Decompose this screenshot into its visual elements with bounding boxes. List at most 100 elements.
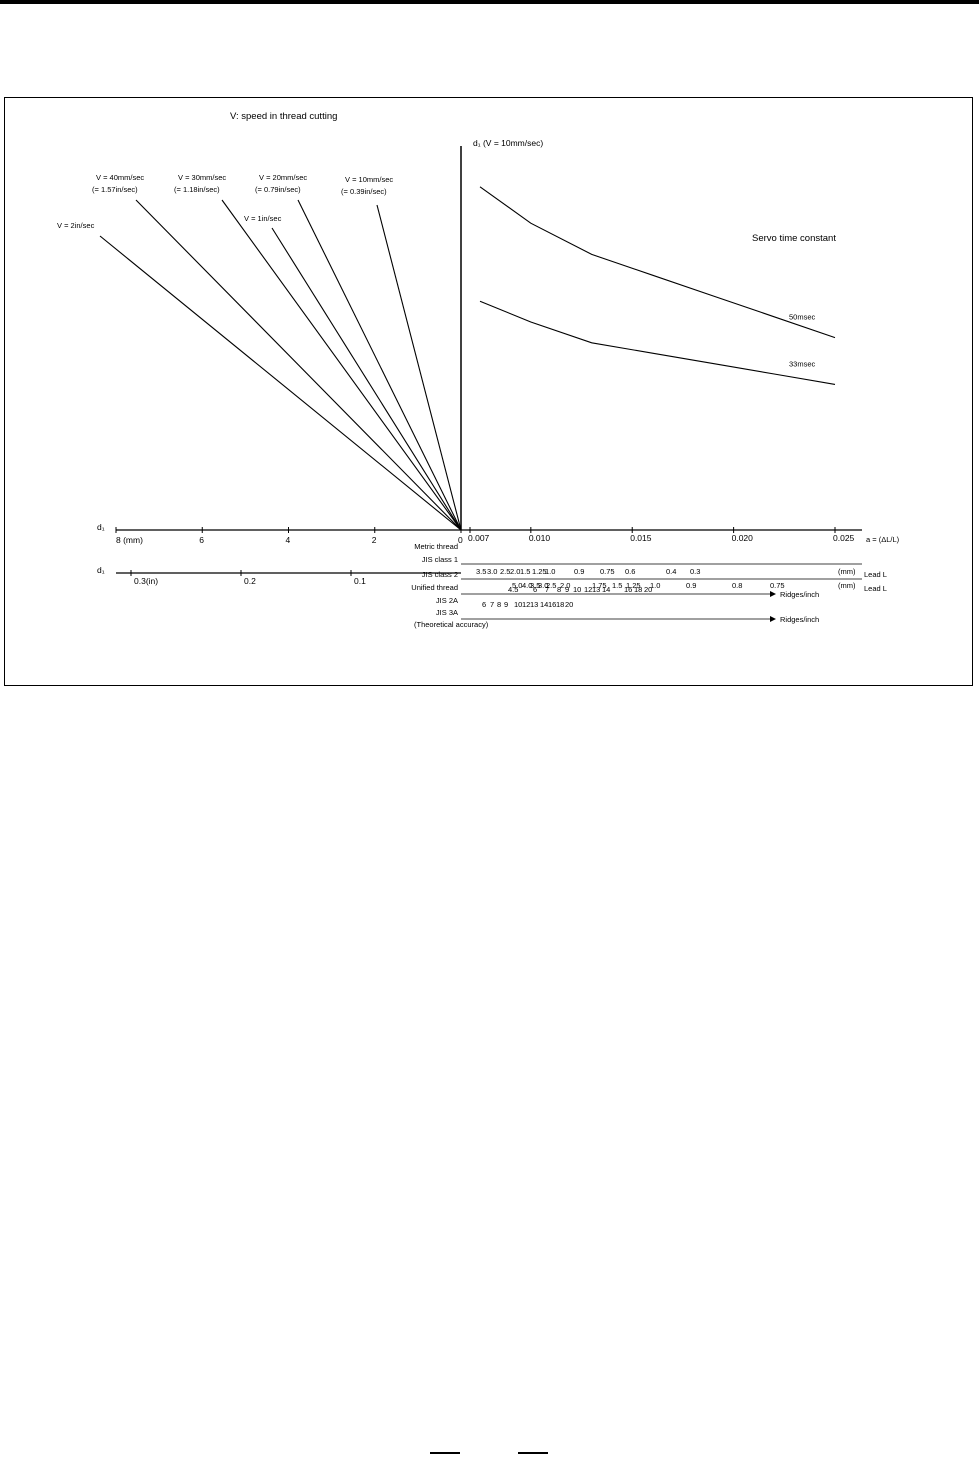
scale-label: 2.5 bbox=[546, 581, 556, 590]
in-tick-label: 0.2 bbox=[244, 576, 256, 586]
right-x-label: a = (ΔL/L) bbox=[866, 535, 900, 544]
scale-label: 1.75 bbox=[592, 581, 607, 590]
scale-label: 18 bbox=[556, 600, 564, 609]
footer-mark-left bbox=[430, 1452, 460, 1454]
servo-curve bbox=[479, 186, 836, 339]
scale-label: 10 bbox=[514, 600, 522, 609]
speed-line-label: (= 1.57in/sec) bbox=[92, 185, 138, 194]
scale-label: 3.0 bbox=[538, 581, 548, 590]
scale-name: JIS class 1 bbox=[422, 555, 458, 564]
in-axis-label: d₁ bbox=[97, 565, 105, 575]
speed-line-label: V = 20mm/sec bbox=[259, 173, 307, 182]
servo-curve-label: 33msec bbox=[789, 359, 816, 368]
scale-arrowhead bbox=[770, 616, 776, 622]
speed-line-label: V = 30mm/sec bbox=[178, 173, 226, 182]
scale-label: 13 bbox=[530, 600, 538, 609]
scale-label: 1.5 bbox=[520, 567, 530, 576]
speed-line-label: (= 0.79in/sec) bbox=[255, 185, 301, 194]
mm-axis-ticks: 8 (mm) 6 4 2 0 bbox=[115, 527, 463, 545]
speed-line-label: V = 10mm/sec bbox=[345, 175, 393, 184]
servo-curve-label: 50msec bbox=[789, 313, 816, 322]
mm-tick-label: 6 bbox=[199, 535, 204, 545]
speed-line bbox=[99, 235, 462, 531]
scale-name: JIS class 2 bbox=[422, 570, 458, 579]
scale-label: 20 bbox=[644, 585, 652, 594]
scale-label: 7 bbox=[545, 585, 549, 594]
scale-label: 7 bbox=[490, 600, 494, 609]
mm-tick-label: 2 bbox=[372, 535, 377, 545]
scale-label: 5.0 bbox=[512, 581, 522, 590]
servo-curves: 50msec 33msec bbox=[479, 186, 836, 385]
scale-name: Unified thread bbox=[411, 583, 458, 592]
scale-suffix: Ridges/inch bbox=[780, 615, 819, 624]
scale-label: 12 bbox=[522, 600, 530, 609]
scale-label: 6 bbox=[482, 600, 486, 609]
scale-label: 0.4 bbox=[666, 567, 676, 576]
speed-line bbox=[271, 227, 462, 531]
top-rule bbox=[0, 0, 979, 4]
x-tick-label: 0.025 bbox=[833, 533, 855, 543]
speed-line bbox=[376, 204, 462, 531]
scale-arrowhead bbox=[770, 591, 776, 597]
speed-line-label: (= 0.39in/sec) bbox=[341, 187, 387, 196]
x-tick-label: 0.007 bbox=[468, 533, 490, 543]
scale-label: 0.9 bbox=[574, 567, 584, 576]
scale-label: 2.0 bbox=[510, 567, 520, 576]
scale-label: 6 bbox=[533, 585, 537, 594]
scale-unit: (mm) bbox=[838, 567, 856, 576]
mm-tick-label: 0 bbox=[458, 535, 463, 545]
scale-label: 1.0 bbox=[650, 581, 660, 590]
scale-suffix: Ridges/inch bbox=[780, 590, 819, 599]
scale-name: (Theoretical accuracy) bbox=[414, 620, 489, 629]
scale-label: 13 bbox=[592, 585, 600, 594]
scale-label: 9 bbox=[504, 600, 508, 609]
scale-name: Metric thread bbox=[414, 542, 458, 551]
speed-line-label: V = 1in/sec bbox=[244, 214, 282, 223]
scale-name: JIS 2A bbox=[436, 596, 458, 605]
scale-label: 4.0 bbox=[522, 581, 532, 590]
scale-label: 9 bbox=[565, 585, 569, 594]
scale-label: 0.3 bbox=[690, 567, 700, 576]
scale-label: 18 bbox=[634, 585, 642, 594]
servo-title: Servo time constant bbox=[752, 233, 836, 244]
scale-label: 4.5 bbox=[508, 585, 518, 594]
scale-label: 14 bbox=[602, 585, 610, 594]
scale-unit: (mm) bbox=[838, 581, 856, 590]
scale-label: 1.0 bbox=[545, 567, 555, 576]
speed-line-label: V = 2in/sec bbox=[57, 221, 95, 230]
mm-tick-label: 4 bbox=[286, 535, 291, 545]
scale-label: 10 bbox=[573, 585, 581, 594]
scale-label: 0.75 bbox=[600, 567, 615, 576]
servo-curve bbox=[479, 300, 836, 385]
x-tick-label: 0.015 bbox=[630, 533, 652, 543]
scale-label: 20 bbox=[565, 600, 573, 609]
mm-axis-label: d₁ bbox=[97, 522, 105, 532]
scale-label: 3.0 bbox=[487, 567, 497, 576]
scale-label: 3.5 bbox=[476, 567, 486, 576]
thread-cutting-chart: V: speed in thread cutting Servo time co… bbox=[57, 111, 900, 629]
scale-suffix: Lead L bbox=[864, 570, 887, 579]
scale-label: 8 bbox=[557, 585, 561, 594]
in-tick-label: 0.3(in) bbox=[134, 576, 158, 586]
scale-label: 12 bbox=[584, 585, 592, 594]
scale-label: 0.8 bbox=[732, 581, 742, 590]
scale-suffix: Lead L bbox=[864, 584, 887, 593]
scale-name: JIS 3A bbox=[436, 608, 458, 617]
right-x-ticks: 0.007 0.010 0.015 0.020 0.025 bbox=[468, 527, 855, 543]
in-tick-label: 0.1 bbox=[354, 576, 366, 586]
scale-label: 16 bbox=[548, 600, 556, 609]
scale-label: 1.25 bbox=[626, 581, 641, 590]
speed-line-label: (= 1.18in/sec) bbox=[174, 185, 220, 194]
scale-label: 1.5 bbox=[612, 581, 622, 590]
scale-label: 0.9 bbox=[686, 581, 696, 590]
scale-label: 1.25 bbox=[532, 567, 547, 576]
scale-label: 0.6 bbox=[625, 567, 635, 576]
x-tick-label: 0.020 bbox=[732, 533, 754, 543]
scale-label: 2.0 bbox=[560, 581, 570, 590]
scale-label: 2.5 bbox=[500, 567, 510, 576]
speed-line bbox=[221, 199, 462, 531]
x-tick-label: 0.010 bbox=[529, 533, 551, 543]
chart-frame bbox=[4, 97, 973, 686]
mm-tick-label: 8 (mm) bbox=[116, 535, 143, 545]
